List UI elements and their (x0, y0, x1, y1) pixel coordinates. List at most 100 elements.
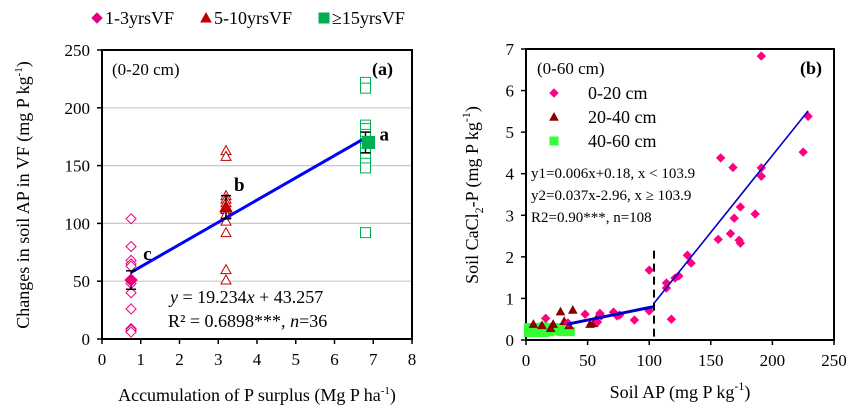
data-point (555, 306, 566, 316)
eq-slope: = 19.234 (178, 287, 247, 307)
data-point (125, 326, 137, 338)
x-tick-label: 5 (292, 350, 301, 369)
legend-marker (549, 111, 559, 121)
x-tick-label: 250 (821, 351, 847, 370)
data-point (715, 153, 726, 163)
data-point (592, 317, 603, 327)
data-point (537, 320, 547, 330)
ylabel-b-sub: 2 (472, 207, 486, 213)
data-point (728, 162, 738, 173)
data-point (686, 258, 696, 268)
data-point (220, 274, 232, 285)
ylabel-b-pre: Soil CaCl (462, 213, 482, 284)
data-point (545, 323, 556, 333)
x-tick-label: 150 (698, 351, 724, 370)
data-point (220, 150, 232, 161)
data-point (725, 228, 736, 239)
data-point (644, 265, 654, 275)
data-point (360, 82, 371, 94)
legend-b (549, 88, 559, 146)
ylabel-end: ) (13, 61, 34, 67)
r2-a: R² = 0.6898***, n=36 (168, 311, 327, 331)
eq-x: x (246, 287, 255, 307)
x-tick-label: 200 (760, 351, 786, 370)
eq-y: y (168, 287, 178, 307)
xlabel-sup: -1 (381, 385, 390, 397)
x-tick-label: 100 (636, 351, 662, 370)
data-point (360, 227, 371, 239)
data-point (125, 303, 137, 315)
eq-intercept: + 43.257 (255, 287, 324, 307)
y-tick-label: 4 (506, 165, 515, 184)
x-axis-label-a: Accumulation of P surplus (Mg P ha-1) (118, 385, 396, 406)
data-point (713, 234, 723, 245)
x-tick-label: 0 (522, 351, 531, 370)
equation-a: y = 19.234x + 43.257 (168, 287, 323, 307)
legend-marker (549, 88, 559, 98)
legend-marker (200, 11, 212, 23)
ylabel-text: Changes in soil AP in VF (mg P kg (13, 76, 34, 328)
data-point (580, 309, 590, 319)
x-tick-label: 50 (579, 351, 596, 370)
x-tick-label: 3 (214, 350, 223, 369)
x-axis-label-b: Soil AP (mg P kg-1) (610, 379, 751, 403)
plot-area-b (525, 48, 835, 341)
y-tick-label: 150 (65, 157, 91, 176)
y-tick-label: 50 (73, 272, 90, 291)
xlabel-end: ) (390, 385, 396, 406)
equation-b-2: y2=0.037x-2.96, x ≥ 103.9 (531, 188, 691, 204)
legend-label-1: 1-3yrsVF (105, 8, 174, 28)
regression-segment (653, 110, 809, 304)
panel-label-a: (a) (372, 59, 393, 80)
data-point (735, 238, 746, 248)
significance-letter: c (143, 244, 151, 265)
ylabel-b-mid: -P (mg P kg (462, 122, 483, 207)
y-tick-label: 2 (506, 248, 515, 267)
n-value: =36 (299, 311, 327, 331)
data-point (629, 315, 640, 325)
legend-marker (549, 136, 559, 146)
xlabel-b-end: ) (744, 382, 750, 403)
x-tick-label: 2 (175, 350, 184, 369)
y-tick-label: 1 (506, 289, 515, 308)
legend-marker (318, 12, 330, 24)
mean-marker (219, 200, 233, 213)
chart-b: 0 1 2 3 4 5 6 7 0 50 100 150 200 250 (0-60 cm) (b) 0-… (459, 40, 847, 403)
data-point (567, 305, 578, 314)
xlabel-b-sup: -1 (734, 379, 744, 393)
legend-b-label-1: 0-20 cm (588, 83, 647, 103)
ylabel-b-sup: -1 (459, 112, 473, 122)
legend-b-label-2: 20-40 cm (588, 107, 656, 127)
y-tick-label: 100 (65, 214, 91, 233)
y-axis-label-a: Changes in soil AP in VF (mg P kg-1) (13, 61, 34, 329)
y-tick-label: 250 (65, 41, 91, 60)
n-symbol: n (290, 311, 299, 331)
data-point (528, 319, 539, 328)
data-point (360, 162, 371, 174)
data-point (750, 209, 760, 219)
data-point (729, 213, 739, 223)
x-tick-label: 1 (137, 350, 146, 369)
y-tick-label: 200 (65, 99, 91, 118)
legend-b-label-3: 40-60 cm (588, 131, 656, 151)
y-tick-label: 0 (82, 330, 91, 349)
legend-label-3: ≥15yrsVF (332, 8, 405, 28)
y-axis-label-b: Soil CaCl2-P (mg P kg-1) (459, 106, 486, 284)
depth-label-b: (0-60 cm) (537, 59, 605, 78)
mean-marker (362, 135, 375, 149)
x-tick-label: 8 (408, 350, 417, 369)
y-tick-label: 3 (506, 206, 515, 225)
data-point (585, 319, 595, 328)
data-point (682, 250, 693, 260)
r2-b: R2=0.90***, n=108 (531, 210, 652, 226)
significance-letter: a (380, 124, 390, 145)
legend-marker (91, 12, 103, 24)
depth-label-a: (0-20 cm) (112, 60, 180, 79)
data-point (220, 263, 232, 275)
equation-b-1: y1=0.006x+0.18, x < 103.9 (531, 166, 695, 182)
mean-marker (124, 273, 138, 287)
regression-line (130, 136, 367, 274)
data-point (798, 147, 808, 157)
y-tick-label: 0 (506, 331, 515, 350)
